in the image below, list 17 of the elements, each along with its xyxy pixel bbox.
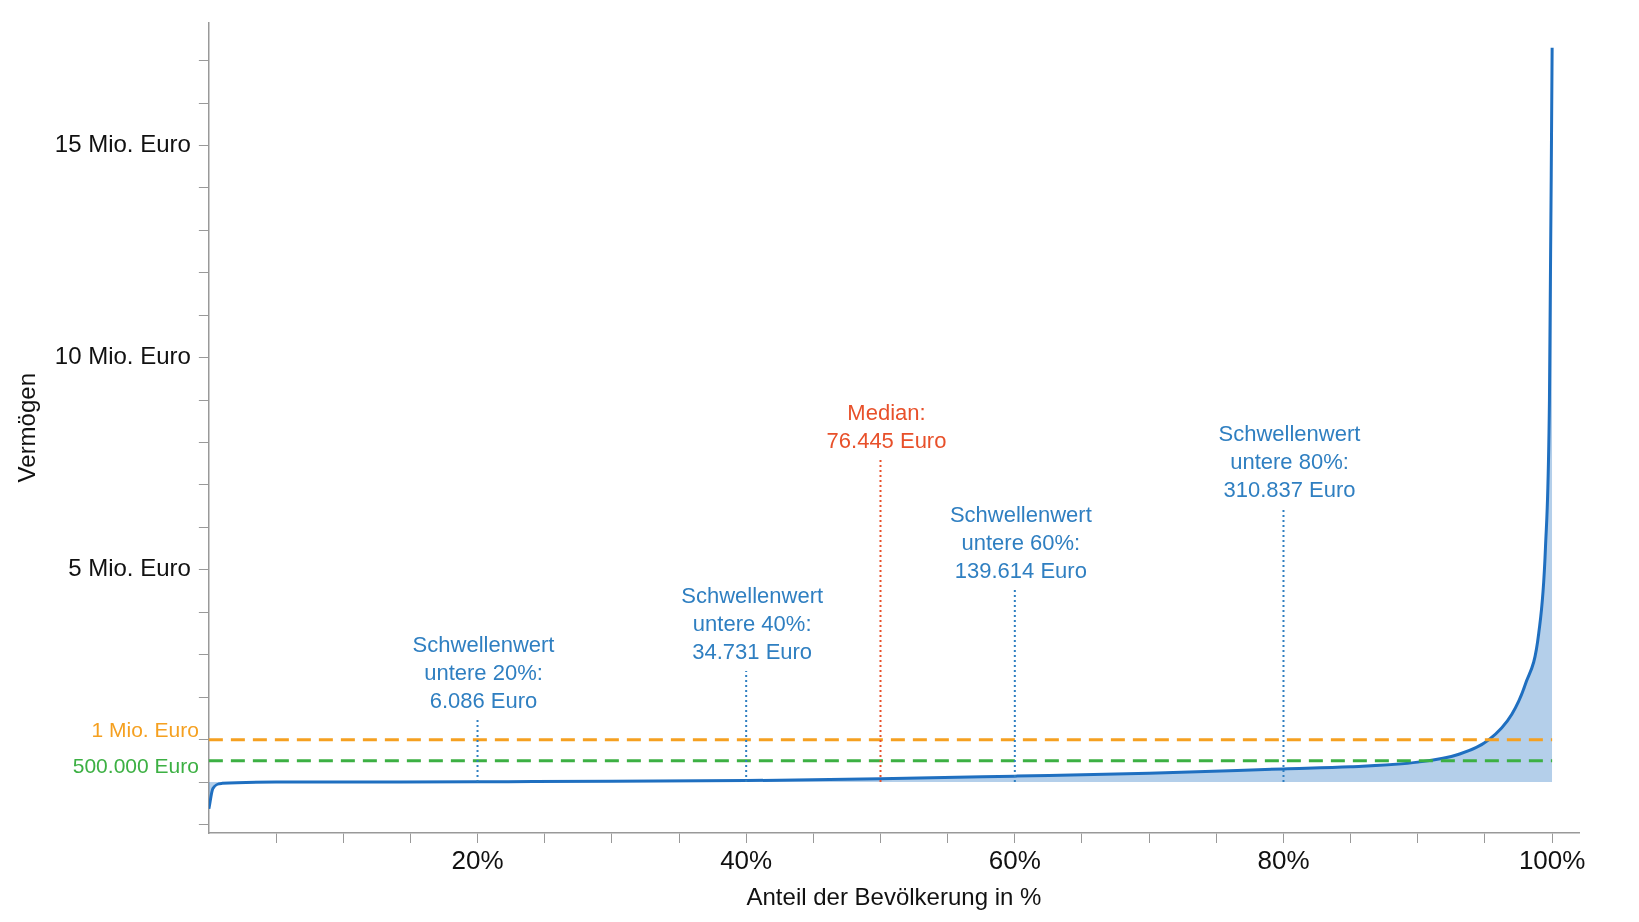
ref-line-label: 500.000 Euro bbox=[72, 753, 199, 777]
ref-line-label: Schwellenwert untere 60%: 139.614 Euro bbox=[949, 501, 1092, 583]
x-tick-label: 100% bbox=[1518, 844, 1586, 875]
y-tick-label: 15 Mio. Euro bbox=[54, 130, 191, 158]
y-tick-label: 5 Mio. Euro bbox=[68, 554, 191, 582]
x-axis-title: Anteil der Bevölkerung in % bbox=[746, 883, 1042, 911]
ref-line-label: Schwellenwert untere 40%: 34.731 Euro bbox=[681, 582, 824, 664]
x-tick-label: 40% bbox=[720, 844, 773, 875]
y-axis-title: Vermögen bbox=[13, 373, 41, 483]
x-tick-label: 60% bbox=[988, 844, 1041, 875]
ref-line-label: Schwellenwert untere 20%: 6.086 Euro bbox=[412, 631, 555, 713]
ref-line-label: Schwellenwert untere 80%: 310.837 Euro bbox=[1218, 420, 1361, 502]
annotation: Median: 76.445 Euro bbox=[826, 400, 947, 454]
ref-line-label: 1 Mio. Euro bbox=[91, 718, 199, 742]
y-tick-label: 10 Mio. Euro bbox=[54, 342, 191, 370]
x-tick-label: 20% bbox=[451, 844, 504, 875]
x-tick-label: 80% bbox=[1257, 844, 1310, 875]
